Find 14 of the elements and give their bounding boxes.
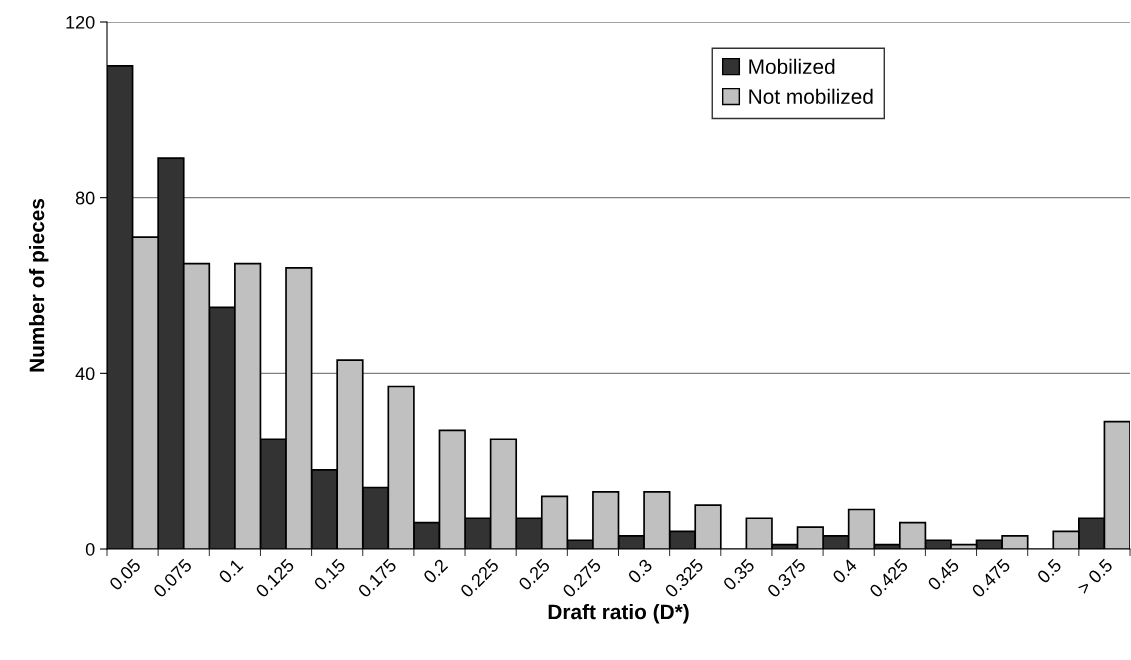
- y-tick-label: 120: [66, 15, 95, 29]
- legend-label: Not mobilized: [749, 88, 873, 104]
- y-tick-label: 80: [75, 191, 95, 205]
- y-axis-title: Number of pieces: [28, 198, 49, 372]
- x-tick-label: 0.2: [422, 558, 449, 584]
- x-axis-title: Draft ratio (D*): [548, 603, 689, 624]
- legend-label: Mobilized: [749, 58, 835, 75]
- x-tick-label: 0.3: [627, 558, 653, 584]
- x-tick-label: > 0.5: [1076, 558, 1114, 595]
- y-tick-label: 40: [75, 367, 95, 381]
- x-tick-label: 0.4: [831, 558, 858, 584]
- x-tick-label: 0.5: [1036, 558, 1063, 584]
- x-tick-label: 0.1: [217, 558, 244, 584]
- y-tick-label: 0: [85, 542, 95, 556]
